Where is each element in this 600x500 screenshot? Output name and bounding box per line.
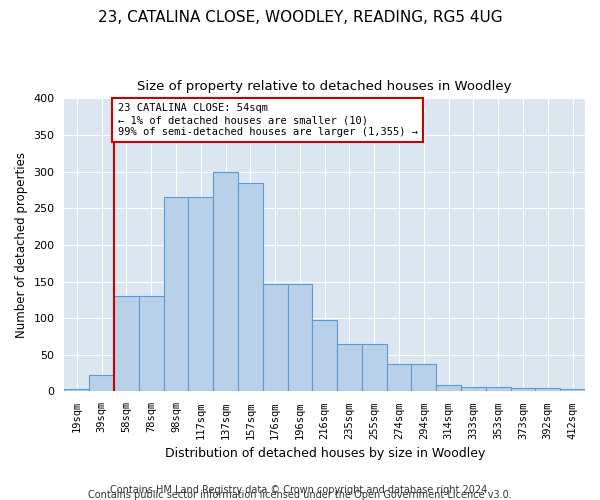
Bar: [114, 296, 139, 392]
Text: Contains public sector information licensed under the Open Government Licence v3: Contains public sector information licen…: [88, 490, 512, 500]
Bar: [238, 182, 263, 392]
Text: 23 CATALINA CLOSE: 54sqm
← 1% of detached houses are smaller (10)
99% of semi-de: 23 CATALINA CLOSE: 54sqm ← 1% of detache…: [118, 104, 418, 136]
Bar: [412, 364, 436, 392]
Bar: [486, 387, 511, 392]
Bar: [386, 364, 412, 392]
Bar: [287, 284, 313, 392]
Bar: [511, 388, 535, 392]
Title: Size of property relative to detached houses in Woodley: Size of property relative to detached ho…: [137, 80, 512, 93]
Bar: [535, 388, 560, 392]
Y-axis label: Number of detached properties: Number of detached properties: [15, 152, 28, 338]
Bar: [313, 320, 337, 392]
Bar: [164, 198, 188, 392]
Bar: [89, 376, 114, 392]
Bar: [263, 284, 287, 392]
Bar: [213, 172, 238, 392]
Bar: [188, 198, 213, 392]
Text: 23, CATALINA CLOSE, WOODLEY, READING, RG5 4UG: 23, CATALINA CLOSE, WOODLEY, READING, RG…: [98, 10, 502, 25]
Bar: [436, 385, 461, 392]
Bar: [337, 344, 362, 392]
X-axis label: Distribution of detached houses by size in Woodley: Distribution of detached houses by size …: [164, 447, 485, 460]
Bar: [560, 389, 585, 392]
Text: Contains HM Land Registry data © Crown copyright and database right 2024.: Contains HM Land Registry data © Crown c…: [110, 485, 490, 495]
Bar: [64, 389, 89, 392]
Bar: [139, 296, 164, 392]
Bar: [461, 387, 486, 392]
Bar: [362, 344, 386, 392]
